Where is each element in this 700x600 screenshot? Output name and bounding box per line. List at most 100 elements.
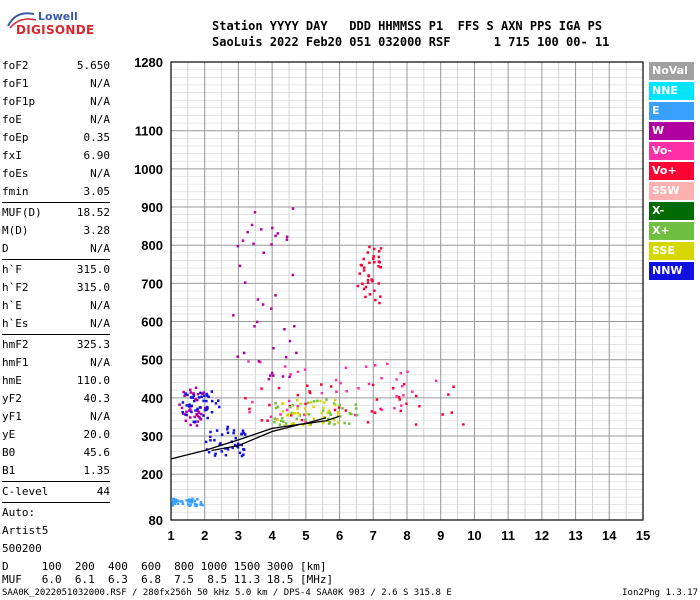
echo-point [371, 279, 374, 283]
echo-point [400, 404, 403, 407]
param-value: 3.05 [83, 185, 111, 198]
legend-item-x: X+ [649, 222, 694, 240]
param-label: foEs [2, 167, 29, 180]
param-row: MUF(D) 18.52 [2, 204, 110, 222]
echo-point [240, 432, 243, 436]
echo-point [291, 403, 295, 407]
echo-point [200, 395, 203, 399]
echo-point [189, 423, 192, 427]
echo-point [193, 499, 197, 503]
echo-point [296, 407, 299, 410]
echo-point [291, 412, 295, 415]
muf-table: D 100 200 400 600 800 1000 1500 3000 [km… [2, 560, 333, 586]
echo-point [171, 500, 175, 503]
echo-point [195, 424, 199, 427]
param-value: 6.90 [83, 149, 111, 162]
echo-point [238, 264, 242, 268]
echo-point [270, 243, 273, 246]
echo-point [441, 413, 444, 416]
echo-point [238, 451, 242, 455]
echo-point [213, 454, 217, 457]
echo-point [232, 314, 235, 317]
param-row: B0 45.6 [2, 444, 110, 462]
echo-point [366, 251, 370, 254]
echo-point [373, 411, 377, 414]
echo-point [186, 503, 190, 506]
param-row: h`F 315.0 [2, 261, 110, 279]
param-label: yF2 [2, 392, 22, 405]
echo-point [414, 423, 418, 426]
echo-point [186, 393, 189, 397]
echo-point [309, 423, 313, 426]
echo-point [327, 409, 331, 413]
echo-point [236, 446, 240, 449]
echo-point [194, 397, 197, 401]
echo-point [274, 234, 277, 238]
echo-point [257, 360, 261, 363]
echo-point [236, 442, 240, 446]
echo-point [374, 298, 377, 302]
x-tick-label: 6 [336, 528, 343, 543]
param-value: N/A [90, 113, 110, 126]
echo-point [203, 406, 207, 410]
echo-point [375, 398, 379, 401]
logo-text-lowell: Lowell [38, 10, 78, 23]
echo-point [398, 398, 402, 401]
echo-point [241, 429, 245, 432]
param-row: h`F2 315.0 [2, 279, 110, 297]
echo-point [193, 502, 197, 506]
param-label: h`E [2, 299, 22, 312]
echo-point [293, 324, 296, 328]
echo-point [359, 263, 363, 267]
param-row: hmF2 325.3 [2, 336, 110, 354]
echo-point [215, 429, 219, 432]
echo-point [204, 440, 208, 444]
param-row: foF2 5.650 [2, 57, 110, 75]
echo-point [277, 386, 281, 390]
echo-point [308, 390, 311, 393]
echo-point [452, 385, 455, 388]
echo-point [303, 368, 307, 371]
echo-point [377, 249, 381, 253]
echo-point [214, 452, 217, 456]
echo-point [325, 398, 328, 401]
echo-point [329, 413, 332, 417]
echo-point [189, 391, 193, 394]
echo-point [199, 503, 202, 506]
echo-point [367, 274, 370, 277]
echo-point [176, 499, 180, 502]
echo-point [290, 414, 293, 417]
echo-point [271, 226, 274, 230]
echo-point [370, 278, 374, 281]
echo-point [281, 410, 285, 413]
echo-point [190, 410, 193, 414]
echo-point [399, 409, 403, 413]
param-value: 5.650 [76, 59, 110, 72]
param-label: hmF2 [2, 338, 29, 351]
param-label: hmE [2, 374, 22, 387]
echo-point [312, 400, 316, 403]
y-tick-label: 700 [141, 276, 163, 291]
echo-point [288, 405, 292, 409]
legend-item-w: W [649, 122, 694, 140]
echo-point [276, 232, 280, 235]
echo-point [337, 406, 341, 409]
echo-point [193, 399, 196, 403]
echo-point [259, 360, 262, 364]
echo-point [405, 402, 408, 406]
echo-point [189, 396, 193, 399]
echo-point [406, 370, 409, 373]
station-header: Station YYYY DAY DDD HHMMSS P1 FFS S AXN… [212, 18, 609, 50]
echo-point [188, 498, 191, 501]
echo-point [191, 396, 195, 400]
legend-item-sse: SSE [649, 242, 694, 260]
echo-point [291, 207, 295, 210]
echo-point [210, 390, 214, 393]
echo-point [252, 242, 255, 246]
echo-point [287, 399, 291, 403]
echo-point [462, 423, 465, 426]
echo-point [179, 500, 183, 503]
echo-point [205, 408, 208, 412]
param-row: yF2 40.3 [2, 390, 110, 408]
echo-point [232, 429, 236, 432]
